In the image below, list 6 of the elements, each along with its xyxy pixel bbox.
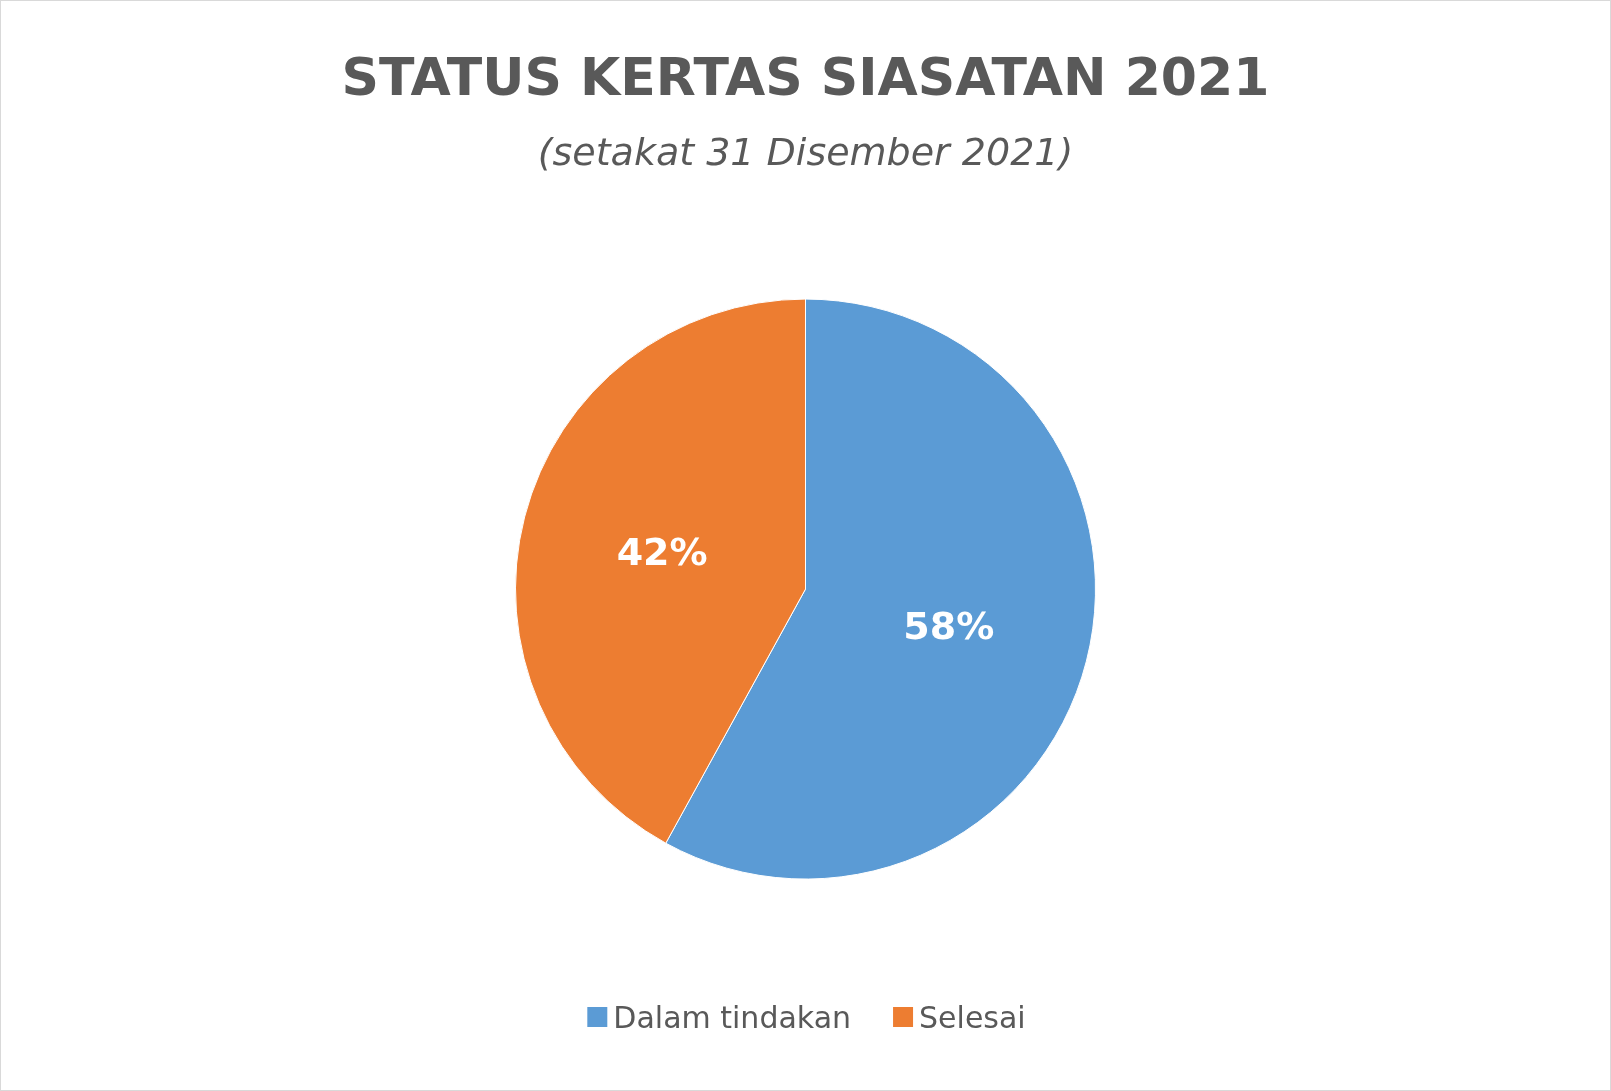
data-label: 58%	[903, 603, 995, 648]
chart-title: STATUS KERTAS SIASATAN 2021	[341, 47, 1270, 107]
legend-label: Selesai	[919, 999, 1026, 1035]
chart-subtitle: (setakat 31 Disember 2021)	[537, 130, 1074, 174]
legend-label: Dalam tindakan	[613, 999, 852, 1035]
data-label: 42%	[616, 530, 708, 575]
